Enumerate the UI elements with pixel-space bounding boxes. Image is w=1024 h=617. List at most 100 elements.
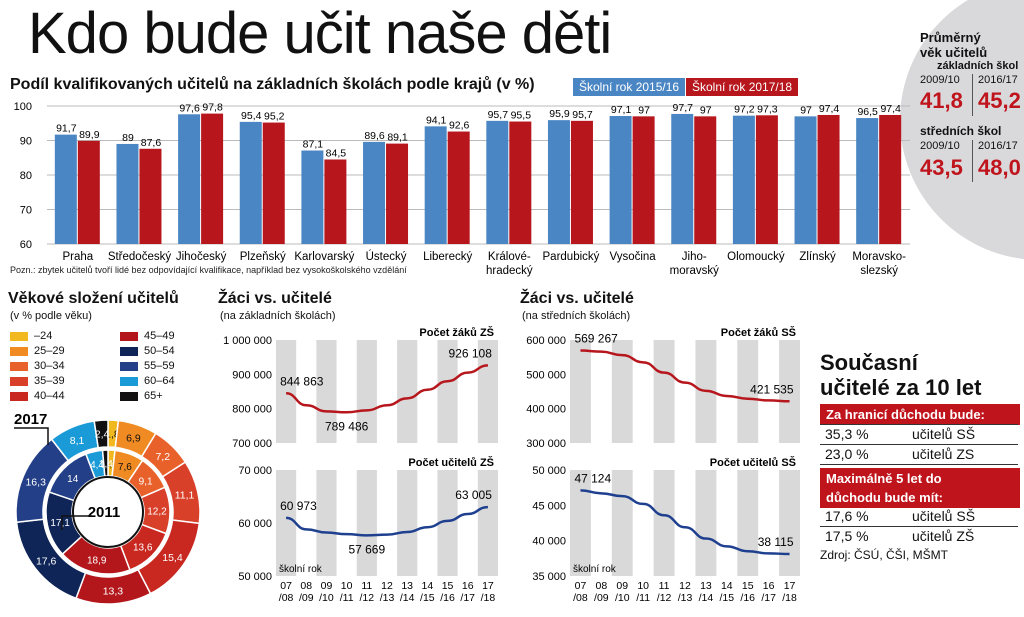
bar-y-tick: 60 xyxy=(20,239,32,251)
line-y-tick: 400 000 xyxy=(526,404,566,416)
bar-value-label: 96,5 xyxy=(857,106,878,118)
age-legend-item: 40–44 xyxy=(10,390,65,402)
age-legend-swatch xyxy=(120,391,138,401)
age-year-outer: 2017 xyxy=(14,411,47,428)
zs-section-subtitle: (na základních školách) xyxy=(220,310,336,322)
current-bar-1: Za hranicí důchodu bude: xyxy=(820,404,1020,425)
line-data-label: 47 124 xyxy=(574,471,611,485)
current-rule-2 xyxy=(820,444,1018,445)
current-row-1-what: učitelů SŠ xyxy=(912,426,976,442)
age-center xyxy=(72,476,144,548)
bar-2015 xyxy=(486,120,509,244)
line-x-tick: 14 xyxy=(721,580,733,592)
bar-2015 xyxy=(424,126,447,244)
line-x-tick: /08 xyxy=(573,592,588,604)
bar-value-label: 97,3 xyxy=(757,103,778,115)
age-legend-item: 55–59 xyxy=(120,360,175,372)
legend-2017-18: Školní rok 2017/18 xyxy=(686,78,799,96)
zs-section-title: Žáci vs. učitelé xyxy=(218,290,332,307)
line-x-tick: /16 xyxy=(740,592,755,604)
bar-value-label: 97,6 xyxy=(179,102,200,114)
line-series-label: Počet žáků ZŠ xyxy=(419,326,494,339)
avg-age-year-b-2: 2016/17 xyxy=(978,140,1018,152)
bar-2015 xyxy=(363,141,386,244)
age-inner-label: 1,4 xyxy=(99,459,113,470)
age-year-outer-pointer xyxy=(14,427,49,445)
chart-note: Pozn.: zbytek učitelů tvoří lidé bez odp… xyxy=(10,265,407,275)
bar-2015 xyxy=(856,118,879,244)
avg-age-divider-1 xyxy=(972,74,973,116)
bar-category-label: slezský xyxy=(860,265,898,277)
line-x-tick: 10 xyxy=(637,580,649,592)
avg-age-zs-b: 45,2 xyxy=(978,88,1021,113)
line-series-label: Počet učitelů SŠ xyxy=(710,456,796,469)
bar-2015 xyxy=(609,116,632,244)
line-x-tick: /17 xyxy=(460,592,475,604)
line-band xyxy=(611,340,633,443)
bar-category-label: Ústecký xyxy=(366,250,407,263)
bar-category-label: Moravsko- xyxy=(852,251,906,263)
age-year-inner-pointer xyxy=(61,515,92,530)
current-title-2: učitelé za 10 let xyxy=(820,375,982,400)
age-legend-swatch xyxy=(10,331,28,341)
age-legend-swatch xyxy=(10,346,28,356)
line-x-tick: /18 xyxy=(782,592,797,604)
line-series xyxy=(580,349,790,403)
line-x-tick: /12 xyxy=(657,592,672,604)
bar-category-label: Zlínský xyxy=(799,251,836,263)
bar-2015 xyxy=(54,134,77,244)
line-x-tick: /11 xyxy=(340,592,354,604)
bar-value-label: 87,6 xyxy=(141,137,162,149)
bar-value-label: 97,2 xyxy=(734,104,755,116)
bar-value-label: 89,9 xyxy=(79,129,100,141)
line-x-tick: /13 xyxy=(380,592,395,604)
age-subtitle: (v % podle věku) xyxy=(10,310,92,322)
age-legend-item: 30–34 xyxy=(10,360,65,372)
bar-value-label: 97,4 xyxy=(819,103,840,115)
line-x-tick: /12 xyxy=(360,592,375,604)
line-series-label: Počet učitelů ZŠ xyxy=(408,456,494,469)
line-band xyxy=(653,470,675,576)
age-legend-swatch xyxy=(120,331,138,341)
line-data-label: 57 669 xyxy=(348,542,385,556)
bar-value-label: 84,5 xyxy=(326,147,347,159)
age-inner-label: 18,9 xyxy=(87,556,107,567)
line-x-tick: /10 xyxy=(319,592,334,604)
avg-age-ss-label: středních škol xyxy=(920,124,1002,138)
bar-category-label: Jiho- xyxy=(682,251,707,263)
line-y-tick: 600 000 xyxy=(526,335,566,347)
line-x-tick: 13 xyxy=(700,580,712,592)
age-inner-label: 12,2 xyxy=(147,507,167,518)
bar-value-label: 97,7 xyxy=(673,102,694,114)
bar-category-label: Liberecký xyxy=(423,251,472,263)
line-band xyxy=(570,470,591,576)
bar-2017 xyxy=(570,120,593,244)
line-band xyxy=(611,470,633,576)
line-y-tick: 50 000 xyxy=(238,571,272,583)
line-x-tick: 07 xyxy=(575,580,587,592)
bar-2017 xyxy=(324,159,347,244)
age-legend-label: 45–49 xyxy=(144,330,175,342)
age-legend-swatch xyxy=(120,346,138,356)
bar-y-tick: 70 xyxy=(20,205,32,217)
age-inner-label: 4,4 xyxy=(90,460,104,471)
bar-category-label: Pardubický xyxy=(543,251,600,263)
current-rule-1 xyxy=(820,424,1018,425)
bar-category-label: Vysočina xyxy=(609,251,656,263)
age-inner-label: 13,6 xyxy=(133,543,153,554)
line-x-tick: 15 xyxy=(742,580,754,592)
line-band xyxy=(276,470,297,576)
line-y-tick: 60 000 xyxy=(238,518,272,530)
bar-category-label: Středočeský xyxy=(108,251,172,263)
line-data-label: 38 115 xyxy=(758,535,794,549)
bar-2015 xyxy=(732,115,755,244)
line-y-tick: 70 000 xyxy=(238,465,272,477)
bar-category-label: Olomoucký xyxy=(727,251,785,263)
current-row-4-what: učitelů ZŠ xyxy=(912,528,975,544)
bar-2017 xyxy=(201,113,224,244)
line-x-caption: školní rok xyxy=(279,564,323,575)
line-x-tick: /11 xyxy=(636,592,650,604)
